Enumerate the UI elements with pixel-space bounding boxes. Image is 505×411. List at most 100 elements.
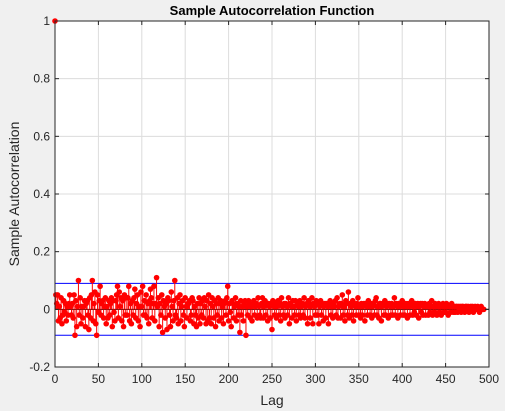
acf-point xyxy=(181,323,188,330)
acf-point xyxy=(323,315,329,321)
acf-point xyxy=(92,320,99,327)
acf-point xyxy=(415,315,422,321)
acf-point xyxy=(334,295,340,301)
acf-point xyxy=(350,318,357,324)
acf-point xyxy=(94,292,101,298)
acf-point xyxy=(167,323,174,330)
acf-point xyxy=(212,323,219,330)
x-tick-label: 350 xyxy=(349,372,369,386)
acf-point xyxy=(143,292,149,298)
acf-point xyxy=(79,315,86,321)
y-tick-label: 1 xyxy=(43,14,50,28)
x-tick-label: 0 xyxy=(52,372,59,386)
acf-point xyxy=(291,312,298,318)
acf-point xyxy=(111,309,117,316)
acf-point xyxy=(285,295,292,301)
acf-point xyxy=(309,295,315,301)
acf-point xyxy=(112,297,119,304)
acf-point xyxy=(177,292,183,298)
acf-point xyxy=(153,274,160,281)
y-tick-label: 0.6 xyxy=(33,129,50,143)
acf-point xyxy=(340,312,346,318)
y-tick-label: 0.2 xyxy=(33,245,50,259)
acf-point xyxy=(202,303,208,310)
acf-point xyxy=(278,295,285,301)
acf-point xyxy=(56,303,63,310)
acf-point xyxy=(178,303,185,310)
acf-point xyxy=(355,295,361,301)
acf-point xyxy=(100,315,107,321)
acf-point xyxy=(224,283,231,290)
acf-point xyxy=(138,289,144,295)
acf-point xyxy=(144,315,150,321)
acf-point xyxy=(103,320,110,327)
acf-point xyxy=(214,312,221,318)
acf-point xyxy=(91,300,97,307)
y-tick-labels: -0.2 0 0.2 0.4 0.6 0.8 1 xyxy=(29,14,50,374)
x-tick-label: 150 xyxy=(175,372,195,386)
acf-point xyxy=(135,318,142,324)
y-axis-label: Sample Autocorrelation xyxy=(6,122,22,267)
acf-point xyxy=(359,312,366,318)
acf-point xyxy=(277,318,284,324)
acf-point xyxy=(362,318,368,324)
acf-point xyxy=(73,323,80,330)
acf-point xyxy=(378,318,385,324)
acf-point xyxy=(373,295,379,301)
x-tick-label: 250 xyxy=(262,372,282,386)
acf-point xyxy=(137,323,143,330)
x-axis-label: Lag xyxy=(260,392,283,408)
acf-point xyxy=(243,332,249,339)
acf-point xyxy=(227,309,234,316)
acf-point xyxy=(109,323,116,330)
acf-point xyxy=(139,303,145,310)
confidence-bounds xyxy=(55,282,489,336)
acf-point xyxy=(119,318,125,324)
acf-point xyxy=(331,303,338,310)
acf-point xyxy=(307,315,313,321)
x-tick-label: 300 xyxy=(305,372,325,386)
acf-point xyxy=(169,303,175,310)
acf-point xyxy=(269,326,275,333)
acf-point xyxy=(158,292,165,298)
acf-point xyxy=(232,295,239,301)
acf-point xyxy=(349,312,355,318)
acf-point xyxy=(106,312,113,318)
acf-point xyxy=(286,320,293,327)
tick-marks xyxy=(54,20,490,368)
acf-point xyxy=(263,312,269,318)
acf-point xyxy=(125,295,131,301)
acf-point xyxy=(233,318,240,324)
acf-point xyxy=(249,318,255,324)
acf-point xyxy=(70,315,77,321)
x-tick-labels: 0 50 100 150 200 250 300 350 400 450 500 xyxy=(52,372,500,386)
x-tick-label: 200 xyxy=(219,372,239,386)
acf-point xyxy=(78,320,84,327)
acf-point xyxy=(197,320,203,327)
acf-point xyxy=(158,312,164,318)
acf-point xyxy=(345,289,352,295)
acf-point xyxy=(339,292,346,298)
acf-point xyxy=(304,320,311,327)
acf-point xyxy=(75,277,82,284)
acf-point xyxy=(93,332,100,339)
acf-point xyxy=(182,295,188,301)
acf-point xyxy=(171,277,178,284)
acf-point xyxy=(125,283,132,290)
acf-point xyxy=(276,312,282,318)
y-tick-label: 0 xyxy=(43,302,50,316)
x-tick-label: 450 xyxy=(436,372,456,386)
acf-point xyxy=(120,323,127,330)
acf-point xyxy=(318,312,325,318)
acf-point xyxy=(314,312,320,318)
acf-point xyxy=(97,283,103,290)
acf-point xyxy=(132,286,138,292)
acf-point xyxy=(208,320,215,327)
acf-point xyxy=(77,295,83,301)
acf-point xyxy=(152,318,158,324)
acf-point xyxy=(480,306,487,313)
acf-point xyxy=(151,283,157,290)
x-tick-label: 50 xyxy=(92,372,106,386)
acf-point xyxy=(178,318,184,324)
